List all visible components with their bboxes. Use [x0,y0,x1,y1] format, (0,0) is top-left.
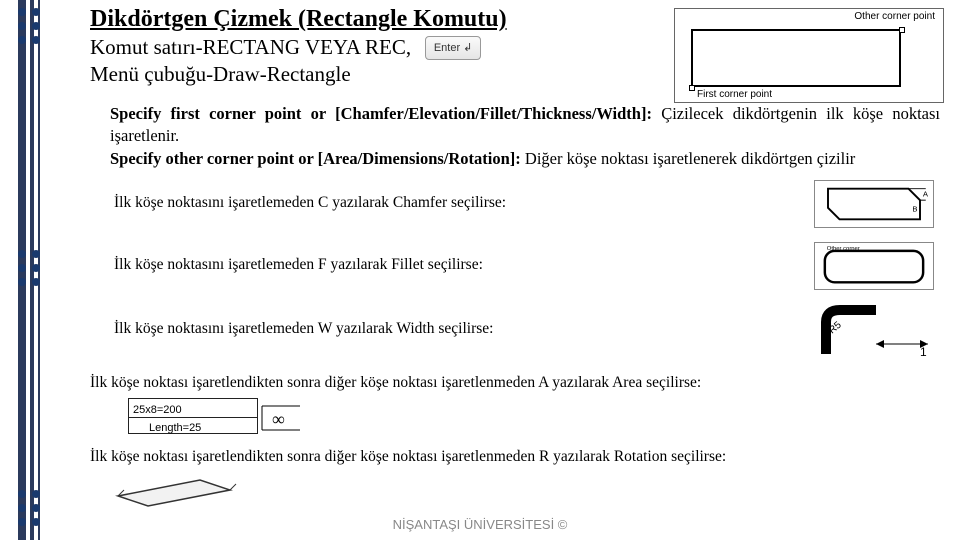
specify-other-bold: Specify other corner point or [Area/Dime… [110,149,521,168]
area-text: İlk köşe noktası işaretlendikten sonra d… [90,370,950,396]
subtitle-line-1: Komut satırı-RECTANG VEYA REC, Enter ↲ [90,35,950,60]
option-fillet: İlk köşe noktasını işaretlemeden F yazıl… [114,242,934,290]
length-bottom: Length=25 [149,419,201,438]
rotation-text: İlk köşe noktası işaretlendikten sonra d… [90,444,950,470]
length-figure: 25x8=200 Length=25 ∞ [110,398,330,438]
area-figure-row: 25x8=200 Length=25 ∞ [90,398,950,438]
specify-first-bold: Specify first corner point or [Chamfer/E… [110,104,652,123]
footer: NİŞANTAŞI ÜNİVERSİTESİ © [0,517,960,532]
svg-text:Other corner: Other corner [827,246,860,252]
fillet-text: İlk köşe noktasını işaretlemeden F yazıl… [114,253,483,278]
subtitle-2: Menü çubuğu-Draw-Rectangle [90,62,351,87]
option-width: İlk köşe noktasını işaretlemeden W yazıl… [114,304,934,356]
rotation-figure-row [90,470,950,508]
svg-text:A: A [923,189,929,198]
enter-key-icon: Enter ↲ [425,36,481,60]
svg-text:B: B [912,204,917,213]
slide-content: Dikdörtgen Çizmek (Rectangle Komutu) Kom… [90,6,950,508]
svg-text:1: 1 [920,345,927,356]
width-icon: 1 R5 [816,304,934,356]
subtitle-line-2: Menü çubuğu-Draw-Rectangle [90,62,950,87]
fillet-icon: Other corner [814,242,934,290]
subtitle-1: Komut satırı-RECTANG VEYA REC, [90,35,411,60]
page-title: Dikdörtgen Çizmek (Rectangle Komutu) [90,6,950,33]
chamfer-text: İlk köşe noktasını işaretlemeden C yazıl… [114,191,506,216]
specify-other-rest: Diğer köşe noktası işaretlenerek dikdört… [525,149,855,168]
rotation-figure [110,470,240,508]
width-text: İlk köşe noktasını işaretlemeden W yazıl… [114,317,493,342]
options-list: İlk köşe noktasını işaretlemeden C yazıl… [114,180,950,356]
specify-block: Specify first corner point or [Chamfer/E… [110,103,940,170]
after-options: İlk köşe noktası işaretlendikten sonra d… [90,370,950,509]
slide-accent [0,0,60,540]
option-chamfer: İlk köşe noktasını işaretlemeden C yazıl… [114,180,934,228]
chamfer-icon: B A [814,180,934,228]
